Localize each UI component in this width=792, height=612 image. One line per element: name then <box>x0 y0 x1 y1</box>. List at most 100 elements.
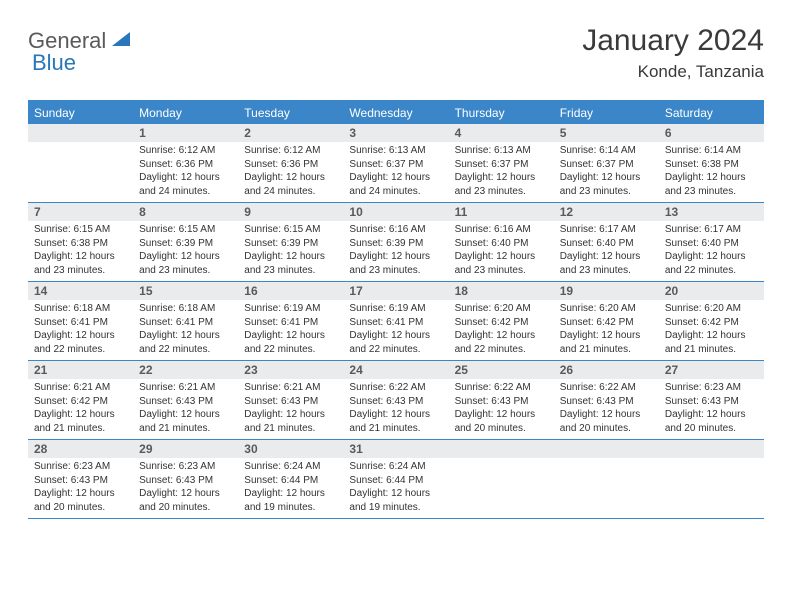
day-details: Sunrise: 6:16 AMSunset: 6:39 PMDaylight:… <box>343 223 448 277</box>
calendar-cell: 2Sunrise: 6:12 AMSunset: 6:36 PMDaylight… <box>238 124 343 202</box>
calendar-cell: 25Sunrise: 6:22 AMSunset: 6:43 PMDayligh… <box>449 361 554 439</box>
sunset-line: Sunset: 6:42 PM <box>34 395 127 409</box>
daylight-line: Daylight: 12 hours and 23 minutes. <box>34 250 127 277</box>
day-details: Sunrise: 6:22 AMSunset: 6:43 PMDaylight:… <box>343 381 448 435</box>
sunset-line: Sunset: 6:43 PM <box>455 395 548 409</box>
daylight-line: Daylight: 12 hours and 22 minutes. <box>34 329 127 356</box>
day-details: Sunrise: 6:20 AMSunset: 6:42 PMDaylight:… <box>659 302 764 356</box>
sunset-line: Sunset: 6:39 PM <box>349 237 442 251</box>
daylight-line: Daylight: 12 hours and 23 minutes. <box>560 171 653 198</box>
sunrise-line: Sunrise: 6:20 AM <box>665 302 758 316</box>
sunrise-line: Sunrise: 6:24 AM <box>349 460 442 474</box>
daylight-line: Daylight: 12 hours and 23 minutes. <box>455 250 548 277</box>
daylight-line: Daylight: 12 hours and 22 minutes. <box>455 329 548 356</box>
sunrise-line: Sunrise: 6:17 AM <box>665 223 758 237</box>
calendar-cell <box>554 440 659 518</box>
day-number: 17 <box>343 282 448 300</box>
daylight-line: Daylight: 12 hours and 20 minutes. <box>665 408 758 435</box>
brand-sail-icon <box>110 30 132 53</box>
calendar-cell: 3Sunrise: 6:13 AMSunset: 6:37 PMDaylight… <box>343 124 448 202</box>
daylight-line: Daylight: 12 hours and 20 minutes. <box>34 487 127 514</box>
calendar-cell: 15 Sunrise: 6:18 AMSunset: 6:41 PMDayligh… <box>133 282 238 360</box>
calendar-cell: 1Sunrise: 6:12 AMSunset: 6:36 PMDaylight… <box>133 124 238 202</box>
day-details: Sunrise: 6:20 AMSunset: 6:42 PMDaylight:… <box>554 302 659 356</box>
day-details: Sunrise: 6:18 AMSunset: 6:41 PMDaylight:… <box>133 302 238 356</box>
day-number: 18 <box>449 282 554 300</box>
calendar-cell: 20 Sunrise: 6:20 AMSunset: 6:42 PMDayligh… <box>659 282 764 360</box>
day-details: Sunrise: 6:24 AMSunset: 6:44 PMDaylight:… <box>238 460 343 514</box>
day-number: 9 <box>238 203 343 221</box>
page-title: January 2024 <box>582 24 764 58</box>
daylight-line: Daylight: 12 hours and 22 minutes. <box>139 329 232 356</box>
sunrise-line: Sunrise: 6:21 AM <box>34 381 127 395</box>
day-number: 28 <box>28 440 133 458</box>
weekday-header: Thursday <box>449 102 554 124</box>
day-number: 31 <box>343 440 448 458</box>
sunset-line: Sunset: 6:36 PM <box>244 158 337 172</box>
daylight-line: Daylight: 12 hours and 23 minutes. <box>349 250 442 277</box>
calendar-cell: 23Sunrise: 6:21 AMSunset: 6:43 PMDayligh… <box>238 361 343 439</box>
sunset-line: Sunset: 6:40 PM <box>455 237 548 251</box>
daylight-line: Daylight: 12 hours and 22 minutes. <box>244 329 337 356</box>
day-number: 1 <box>133 124 238 142</box>
calendar-cell: 30Sunrise: 6:24 AMSunset: 6:44 PMDayligh… <box>238 440 343 518</box>
day-number: 15 <box>133 282 238 300</box>
daylight-line: Daylight: 12 hours and 22 minutes. <box>665 250 758 277</box>
sunrise-line: Sunrise: 6:22 AM <box>455 381 548 395</box>
calendar-cell: 27Sunrise: 6:23 AMSunset: 6:43 PMDayligh… <box>659 361 764 439</box>
sunset-line: Sunset: 6:42 PM <box>665 316 758 330</box>
sunrise-line: Sunrise: 6:17 AM <box>560 223 653 237</box>
sunset-line: Sunset: 6:39 PM <box>244 237 337 251</box>
sunset-line: Sunset: 6:40 PM <box>665 237 758 251</box>
calendar-cell <box>28 124 133 202</box>
daylight-line: Daylight: 12 hours and 21 minutes. <box>244 408 337 435</box>
weekday-header-row: SundayMondayTuesdayWednesdayThursdayFrid… <box>28 102 764 124</box>
title-block: January 2024 Konde, Tanzania <box>582 24 764 82</box>
calendar-week: 28Sunrise: 6:23 AMSunset: 6:43 PMDayligh… <box>28 440 764 519</box>
sunrise-line: Sunrise: 6:12 AM <box>139 144 232 158</box>
sunset-line: Sunset: 6:43 PM <box>139 474 232 488</box>
calendar-cell <box>659 440 764 518</box>
daylight-line: Daylight: 12 hours and 21 minutes. <box>560 329 653 356</box>
brand-name-2: Blue <box>32 50 76 76</box>
sunset-line: Sunset: 6:43 PM <box>349 395 442 409</box>
weekday-header: Friday <box>554 102 659 124</box>
calendar-cell: 17Sunrise: 6:19 AMSunset: 6:41 PMDayligh… <box>343 282 448 360</box>
sunrise-line: Sunrise: 6:14 AM <box>560 144 653 158</box>
day-details: Sunrise: 6:19 AMSunset: 6:41 PMDaylight:… <box>238 302 343 356</box>
day-number: 8 <box>133 203 238 221</box>
day-details: Sunrise: 6:17 AMSunset: 6:40 PMDaylight:… <box>554 223 659 277</box>
day-details: Sunrise: 6:12 AMSunset: 6:36 PMDaylight:… <box>238 144 343 198</box>
day-number: 4 <box>449 124 554 142</box>
calendar-cell: 8Sunrise: 6:15 AMSunset: 6:39 PMDaylight… <box>133 203 238 281</box>
sunset-line: Sunset: 6:37 PM <box>349 158 442 172</box>
sunset-line: Sunset: 6:42 PM <box>455 316 548 330</box>
sunset-line: Sunset: 6:41 PM <box>34 316 127 330</box>
empty-daynum <box>449 440 554 458</box>
sunset-line: Sunset: 6:39 PM <box>139 237 232 251</box>
calendar-cell: 18 Sunrise: 6:20 AMSunset: 6:42 PMDayligh… <box>449 282 554 360</box>
sunrise-line: Sunrise: 6:15 AM <box>34 223 127 237</box>
day-number: 20 <box>659 282 764 300</box>
sunrise-line: Sunrise: 6:23 AM <box>665 381 758 395</box>
day-number: 13 <box>659 203 764 221</box>
calendar-cell: 31Sunrise: 6:24 AMSunset: 6:44 PMDayligh… <box>343 440 448 518</box>
calendar-cell: 19Sunrise: 6:20 AMSunset: 6:42 PMDayligh… <box>554 282 659 360</box>
calendar-cell: 16 Sunrise: 6:19 AMSunset: 6:41 PMDayligh… <box>238 282 343 360</box>
calendar-cell: 6Sunrise: 6:14 AMSunset: 6:38 PMDaylight… <box>659 124 764 202</box>
calendar-cell <box>449 440 554 518</box>
day-details: Sunrise: 6:20 AMSunset: 6:42 PMDaylight:… <box>449 302 554 356</box>
daylight-line: Daylight: 12 hours and 21 minutes. <box>34 408 127 435</box>
sunrise-line: Sunrise: 6:23 AM <box>34 460 127 474</box>
sunset-line: Sunset: 6:44 PM <box>244 474 337 488</box>
day-number: 29 <box>133 440 238 458</box>
daylight-line: Daylight: 12 hours and 19 minutes. <box>244 487 337 514</box>
sunrise-line: Sunrise: 6:13 AM <box>349 144 442 158</box>
day-details: Sunrise: 6:23 AMSunset: 6:43 PMDaylight:… <box>133 460 238 514</box>
day-number: 16 <box>238 282 343 300</box>
day-details: Sunrise: 6:23 AMSunset: 6:43 PMDaylight:… <box>28 460 133 514</box>
day-details: Sunrise: 6:18 AMSunset: 6:41 PMDaylight:… <box>28 302 133 356</box>
sunrise-line: Sunrise: 6:22 AM <box>349 381 442 395</box>
calendar-cell: 7Sunrise: 6:15 AMSunset: 6:38 PMDaylight… <box>28 203 133 281</box>
day-number: 24 <box>343 361 448 379</box>
